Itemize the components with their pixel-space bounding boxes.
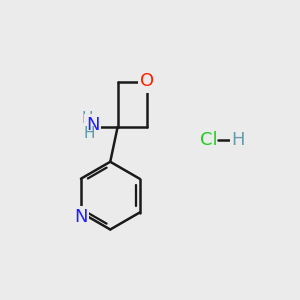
Text: H: H <box>82 111 93 126</box>
Text: N: N <box>74 208 88 226</box>
Text: H: H <box>84 126 95 141</box>
Text: Cl: Cl <box>200 131 218 149</box>
Text: O: O <box>140 72 154 90</box>
Text: H: H <box>231 131 244 149</box>
Text: N: N <box>86 116 99 134</box>
